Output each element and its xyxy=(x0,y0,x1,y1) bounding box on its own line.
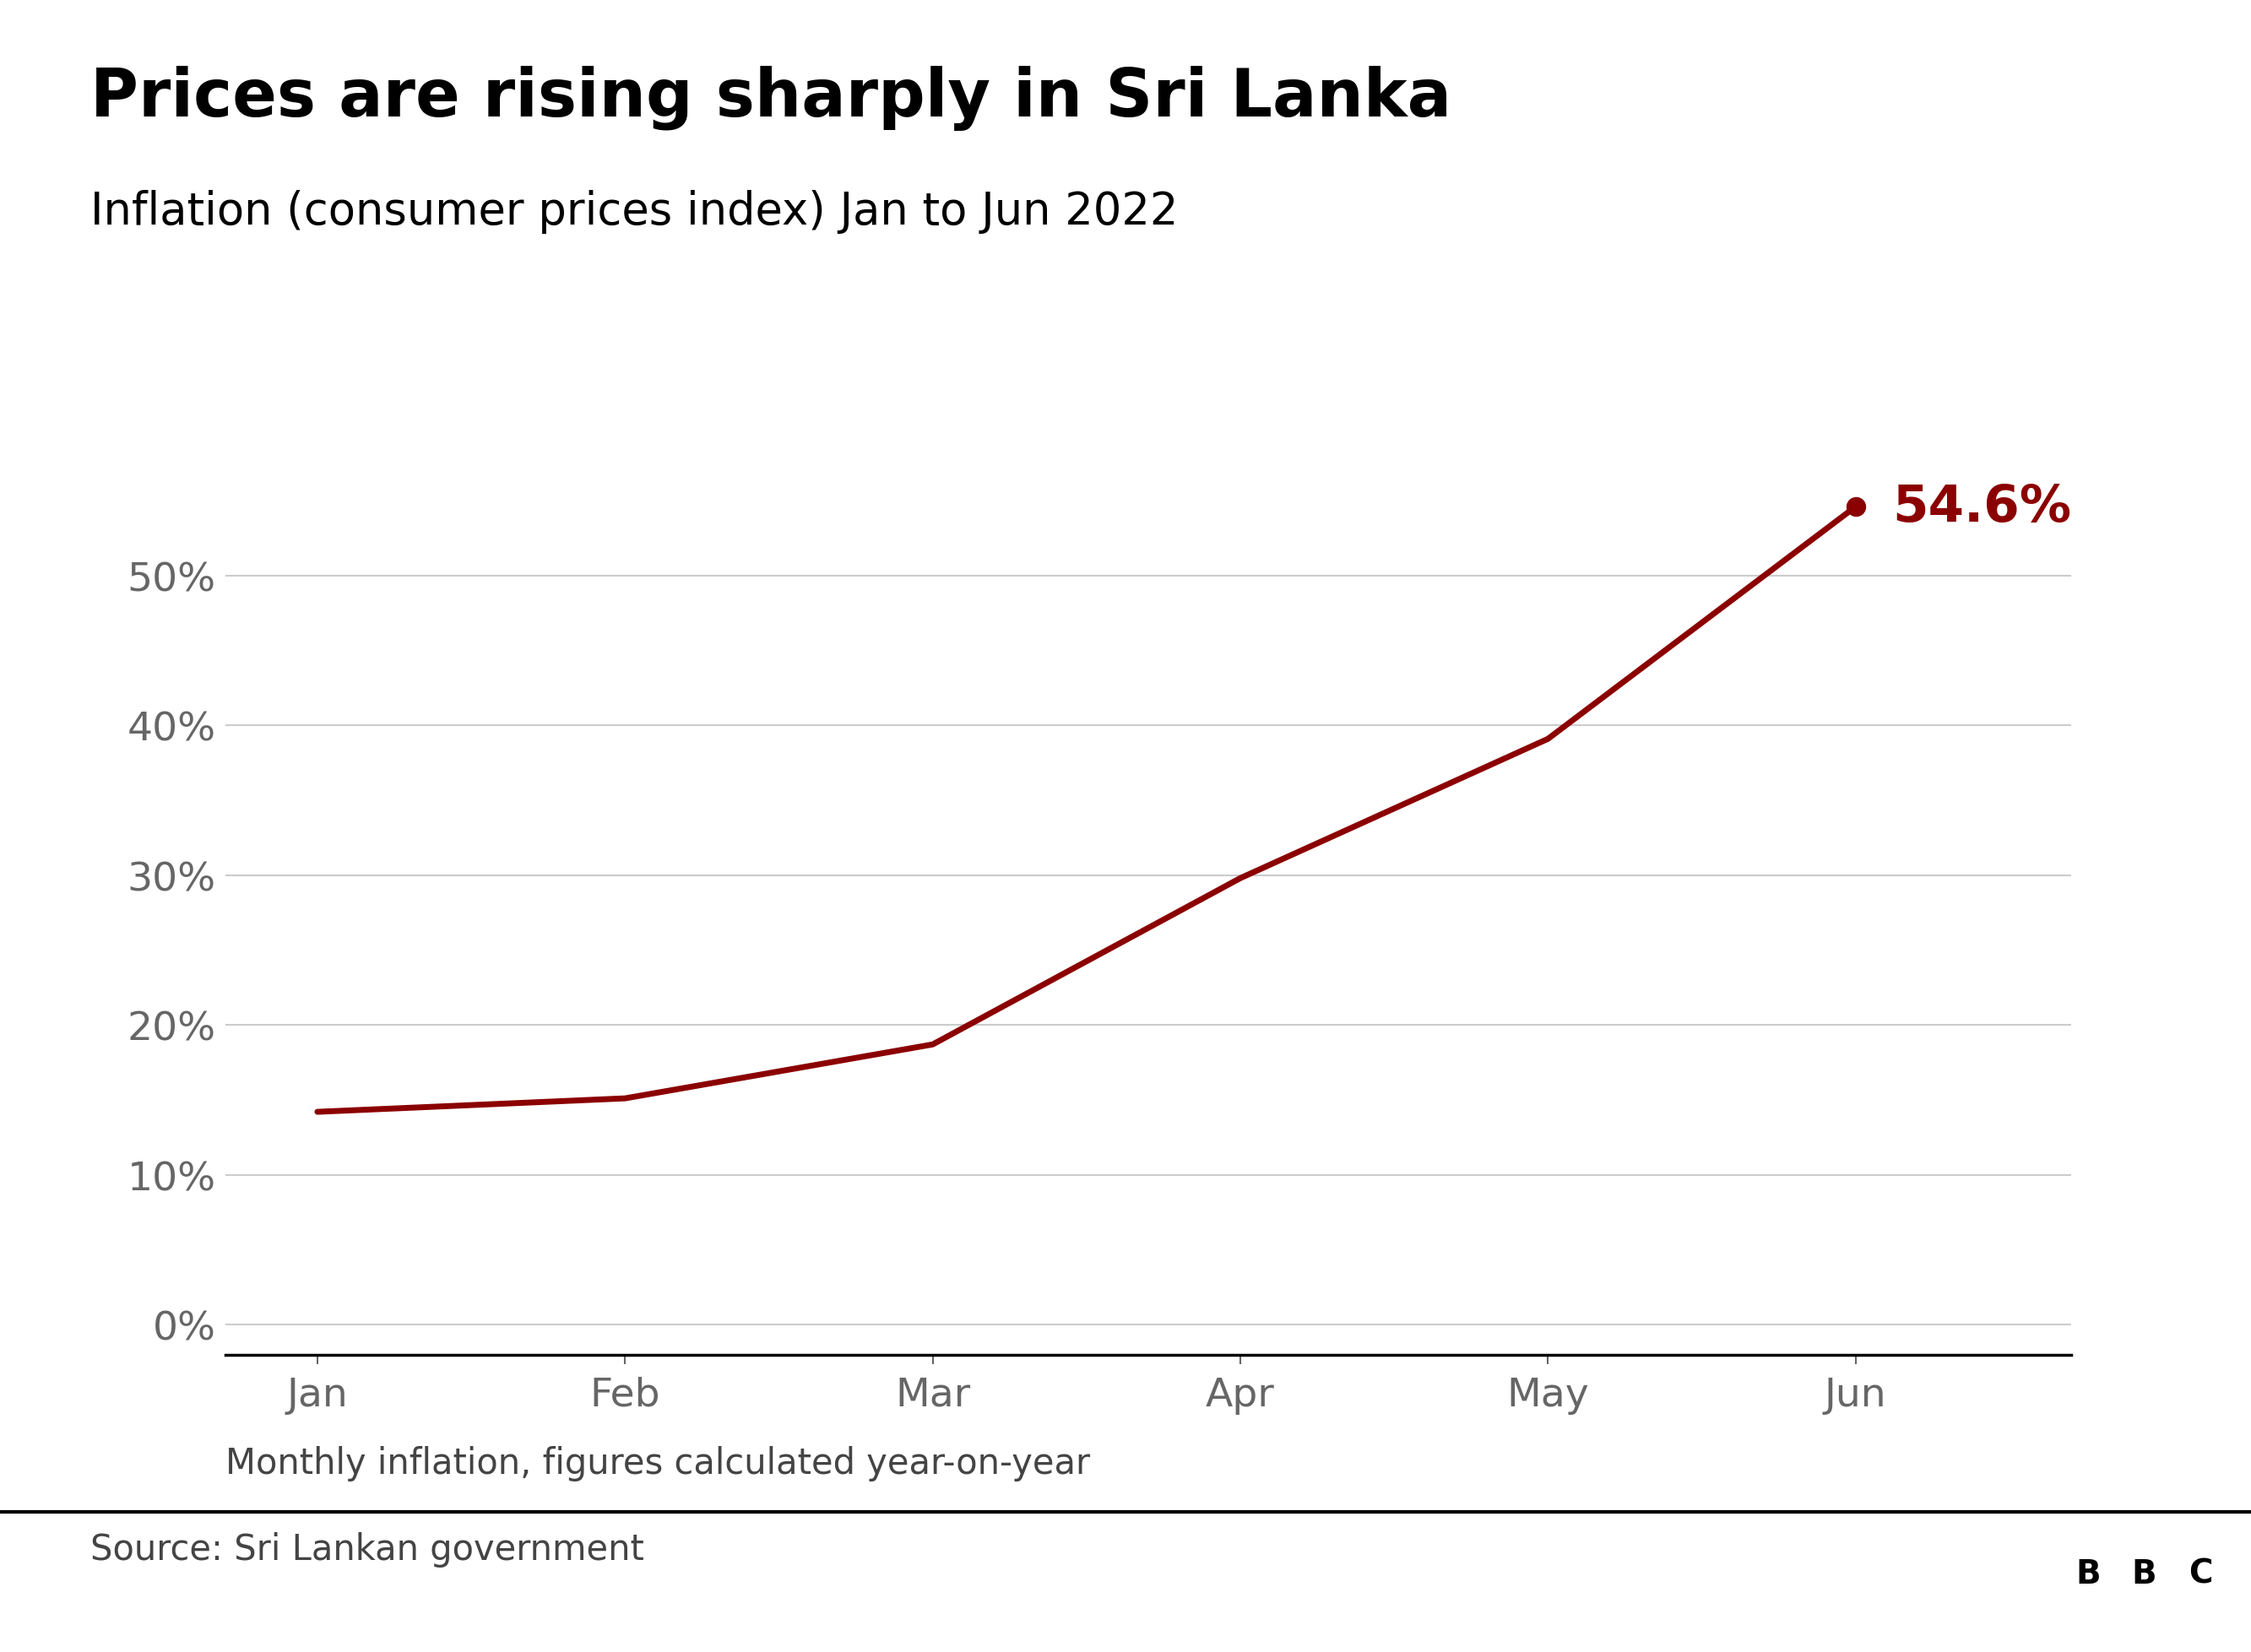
Text: Source: Sri Lankan government: Source: Sri Lankan government xyxy=(90,1531,644,1566)
FancyBboxPatch shape xyxy=(2060,1530,2116,1617)
Text: 54.6%: 54.6% xyxy=(1893,482,2071,532)
Text: Inflation (consumer prices index) Jan to Jun 2022: Inflation (consumer prices index) Jan to… xyxy=(90,190,1177,235)
Text: B: B xyxy=(2075,1558,2100,1589)
Point xyxy=(1837,494,1873,520)
Text: Monthly inflation, figures calculated year-on-year: Monthly inflation, figures calculated ye… xyxy=(225,1446,1089,1480)
Text: Prices are rising sharply in Sri Lanka: Prices are rising sharply in Sri Lanka xyxy=(90,66,1452,131)
Text: B: B xyxy=(2132,1558,2156,1589)
Text: C: C xyxy=(2188,1558,2213,1589)
FancyBboxPatch shape xyxy=(2172,1530,2228,1617)
FancyBboxPatch shape xyxy=(2116,1530,2172,1617)
